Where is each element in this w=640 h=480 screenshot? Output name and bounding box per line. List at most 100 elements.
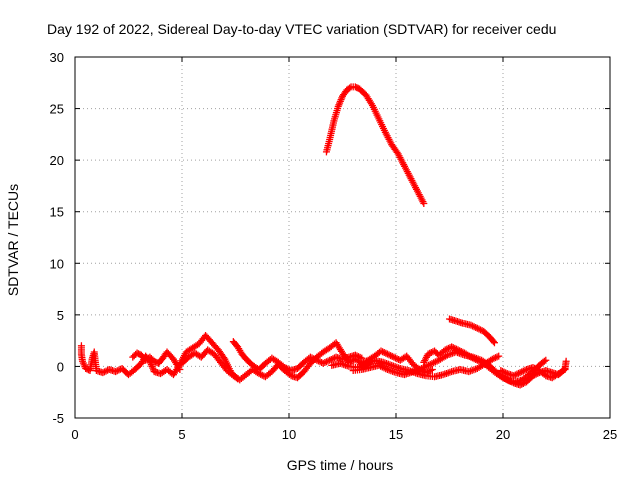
data-point bbox=[513, 370, 521, 378]
x-tick-label: 5 bbox=[178, 427, 185, 442]
data-point bbox=[469, 322, 477, 330]
data-point bbox=[518, 368, 526, 376]
data-point bbox=[424, 350, 432, 358]
data-point bbox=[562, 357, 570, 365]
data-point bbox=[516, 369, 524, 377]
data-point bbox=[488, 355, 496, 363]
chart-title: Day 192 of 2022, Sidereal Day-to-day VTE… bbox=[47, 21, 556, 37]
data-point bbox=[473, 356, 481, 364]
series-arc-8 bbox=[497, 363, 569, 382]
data-point bbox=[176, 366, 184, 374]
data-point bbox=[358, 354, 366, 362]
y-tick-label: -5 bbox=[52, 411, 64, 426]
data-point bbox=[353, 352, 361, 360]
data-point bbox=[390, 353, 398, 361]
x-tick-label: 15 bbox=[389, 427, 403, 442]
data-point bbox=[310, 355, 318, 363]
data-point bbox=[452, 345, 460, 353]
data-point bbox=[443, 345, 451, 353]
data-point bbox=[420, 199, 428, 207]
data-point bbox=[346, 84, 354, 92]
data-point bbox=[448, 343, 456, 351]
data-point bbox=[490, 339, 498, 347]
data-point bbox=[504, 376, 512, 384]
y-tick-label: 0 bbox=[57, 359, 64, 374]
data-point bbox=[306, 353, 314, 361]
data-point bbox=[500, 368, 508, 376]
data-point bbox=[322, 358, 330, 366]
data-point bbox=[102, 367, 110, 375]
plot-frame bbox=[74, 56, 611, 419]
data-point bbox=[477, 326, 485, 334]
data-point bbox=[498, 367, 506, 375]
data-point bbox=[385, 351, 393, 359]
y-tick-label: 20 bbox=[50, 153, 64, 168]
data-point bbox=[493, 353, 501, 361]
data-point bbox=[502, 369, 510, 377]
series-arc-5 bbox=[328, 352, 503, 381]
series-arc-high-end bbox=[446, 315, 498, 347]
data-point bbox=[326, 356, 334, 364]
data-point bbox=[531, 364, 539, 372]
x-tick-label: 20 bbox=[496, 427, 510, 442]
data-point bbox=[314, 357, 322, 365]
x-tick-label: 10 bbox=[282, 427, 296, 442]
data-point bbox=[519, 367, 527, 375]
data-point bbox=[377, 347, 385, 355]
data-series bbox=[77, 83, 570, 389]
data-point bbox=[475, 357, 483, 365]
data-point bbox=[467, 353, 475, 361]
data-point bbox=[495, 352, 503, 360]
y-tick-label: 10 bbox=[50, 256, 64, 271]
data-point bbox=[467, 321, 475, 329]
series-arc-peak bbox=[322, 83, 428, 207]
y-tick-label: 15 bbox=[50, 205, 64, 220]
series-arc-4 bbox=[229, 338, 366, 375]
data-point bbox=[313, 356, 321, 364]
data-point bbox=[497, 367, 505, 375]
data-point bbox=[311, 355, 319, 363]
data-point bbox=[521, 366, 529, 374]
data-point bbox=[327, 355, 335, 363]
data-point bbox=[489, 337, 497, 345]
y-axis-label: SDTVAR / TECUs bbox=[5, 184, 21, 296]
data-point bbox=[425, 367, 433, 375]
data-point bbox=[454, 346, 462, 354]
data-point bbox=[113, 367, 121, 375]
data-point bbox=[112, 368, 120, 376]
data-point bbox=[329, 355, 337, 363]
data-point bbox=[510, 372, 518, 380]
data-point bbox=[387, 352, 395, 360]
data-point bbox=[308, 354, 316, 362]
data-point bbox=[319, 359, 327, 367]
data-point bbox=[532, 365, 540, 373]
data-point bbox=[351, 351, 359, 359]
data-point bbox=[561, 366, 569, 374]
data-point bbox=[470, 323, 478, 331]
data-point bbox=[356, 353, 364, 361]
data-point bbox=[492, 354, 500, 362]
data-point bbox=[473, 324, 481, 332]
data-point bbox=[100, 368, 108, 376]
x-tick-label: 0 bbox=[71, 427, 78, 442]
data-point bbox=[324, 357, 332, 365]
data-point bbox=[284, 365, 292, 373]
data-point bbox=[379, 348, 387, 356]
data-point bbox=[499, 374, 507, 382]
data-point bbox=[391, 354, 399, 362]
data-point bbox=[490, 354, 498, 362]
series-arc-2 bbox=[129, 348, 184, 374]
data-point bbox=[355, 353, 363, 361]
data-point bbox=[457, 347, 465, 355]
data-point bbox=[426, 349, 434, 357]
data-point bbox=[470, 355, 478, 363]
data-point bbox=[257, 370, 265, 378]
data-point bbox=[515, 369, 523, 377]
data-point bbox=[281, 363, 289, 371]
y-tick-label: 30 bbox=[50, 50, 64, 65]
x-axis-label: GPS time / hours bbox=[287, 457, 394, 473]
data-point bbox=[472, 323, 480, 331]
data-point bbox=[542, 356, 550, 364]
data-point bbox=[380, 349, 388, 357]
